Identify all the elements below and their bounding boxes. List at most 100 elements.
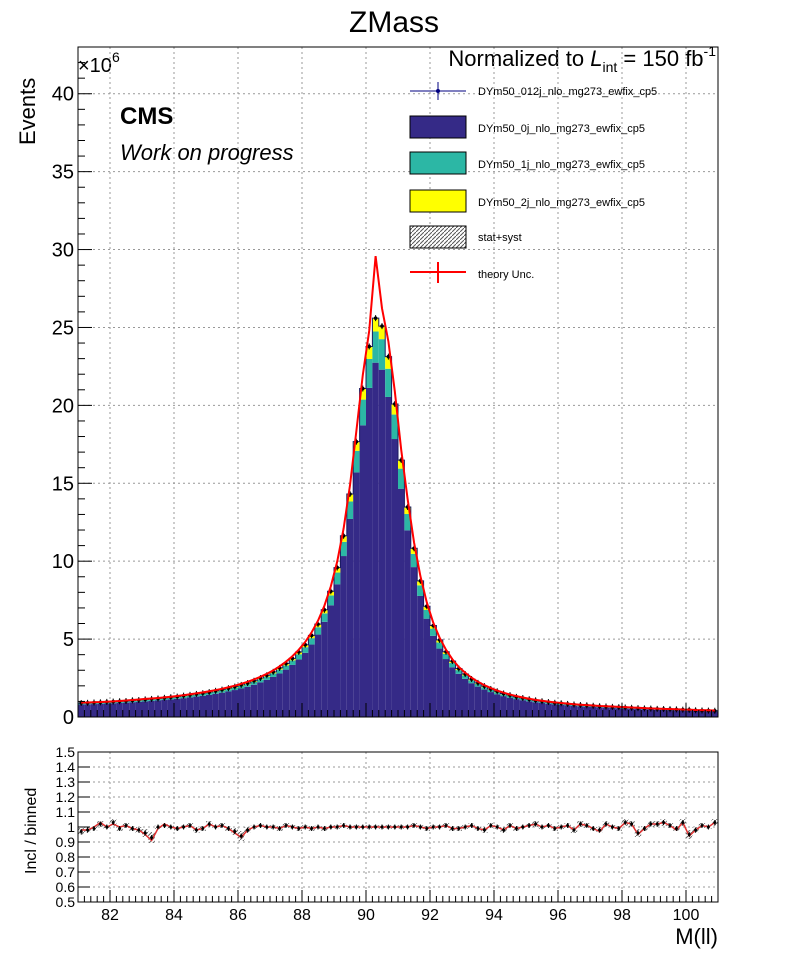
ratio-point: [553, 827, 557, 830]
ratio-point: [508, 824, 512, 827]
bar-1j: [263, 676, 270, 680]
bar-1j: [276, 669, 283, 674]
ratio-point: [527, 824, 531, 827]
ratio-point: [412, 824, 416, 827]
ratio-point: [470, 824, 474, 827]
bar-2j: [340, 535, 347, 542]
bar-1j: [366, 358, 373, 388]
bar-2j: [378, 326, 386, 340]
ratio-point: [239, 834, 243, 838]
bar-1j: [436, 642, 443, 649]
bar-0j: [289, 664, 296, 717]
ratio-point: [700, 824, 704, 827]
ratio-point: [162, 824, 166, 827]
bar-1j: [308, 638, 315, 645]
legend-label: theory Unc.: [478, 269, 534, 281]
ratio-point: [329, 825, 333, 829]
ratio-point: [354, 825, 358, 829]
ratio-point: [636, 831, 640, 835]
x-tick-label: 84: [165, 907, 183, 924]
ratio-point: [630, 822, 634, 826]
ratio-point: [207, 822, 211, 826]
ratio-point: [591, 827, 595, 830]
bar-1j: [334, 572, 341, 585]
ratio-point: [521, 825, 525, 829]
ratio-point: [214, 825, 218, 829]
bar-0j: [532, 702, 539, 717]
ratio-point: [322, 827, 326, 830]
bar-0j: [116, 702, 123, 717]
ratio-point: [169, 825, 173, 829]
bar-0j: [103, 703, 110, 717]
ratio-point: [98, 822, 102, 826]
ratio-point: [380, 825, 384, 829]
ratio-y-tick-label: 1.4: [56, 759, 76, 775]
legend-entry-012j: DYm50_012j_nlo_mg273_ewfix_cp5: [410, 82, 657, 100]
ratio-point: [361, 825, 365, 829]
ratio-y-tick-label: 0.7: [56, 864, 76, 880]
ratio-point: [258, 824, 262, 827]
y-tick-label: 40: [52, 84, 74, 106]
ratio-point: [201, 827, 205, 830]
cms-label: CMS: [120, 103, 173, 130]
bar-0j: [692, 710, 699, 717]
bar-0j: [321, 621, 328, 717]
bar-2j: [391, 403, 398, 415]
ratio-point: [393, 825, 397, 829]
ratio-point: [450, 827, 454, 830]
bar-2j: [353, 441, 360, 451]
bar-0j: [398, 488, 405, 717]
ratio-y-axis-title: Incl / binned: [23, 788, 40, 874]
bar-0j: [436, 648, 443, 717]
bar-1j: [442, 653, 450, 660]
x-tick-label: 92: [421, 907, 439, 924]
theory-curve: [81, 255, 715, 712]
ratio-point: [335, 825, 339, 829]
bar-0j: [135, 701, 142, 717]
ratio-point: [566, 824, 570, 827]
bar-0j: [148, 700, 155, 717]
legend-label: DYm50_2j_nlo_mg273_ewfix_cp5: [478, 197, 645, 209]
ratio-point: [194, 828, 198, 832]
ratio-point: [540, 825, 544, 829]
ratio-point: [226, 827, 230, 830]
bar-0j: [161, 700, 168, 717]
ratio-point: [495, 825, 499, 829]
bar-0j: [609, 707, 616, 717]
ratio-point: [284, 824, 288, 827]
bar-0j: [634, 709, 642, 717]
stacked-histogram: [78, 317, 718, 717]
bar-0j: [282, 669, 290, 717]
x-tick-label: 98: [613, 907, 631, 924]
bar-0j: [327, 605, 334, 717]
bar-0j: [474, 686, 482, 717]
bar-0j: [90, 704, 98, 717]
ratio-point: [316, 825, 320, 829]
bar-1j: [417, 585, 424, 596]
ratio-point: [367, 825, 371, 829]
bar-0j: [378, 369, 386, 717]
bar-1j: [378, 339, 386, 370]
ratio-point: [457, 827, 461, 830]
ratio-point: [649, 822, 653, 826]
bar-1j: [455, 670, 462, 674]
bar-0j: [154, 700, 162, 717]
bar-1j: [353, 450, 360, 473]
ratio-point: [444, 824, 448, 827]
ratio-point: [220, 824, 224, 827]
bar-0j: [263, 679, 270, 717]
bar-0j: [622, 708, 629, 717]
bar-0j: [558, 704, 565, 717]
cms-sublabel: Work on progress: [120, 140, 294, 165]
y-axis-title: Events: [15, 78, 40, 145]
bar-1j: [423, 609, 430, 619]
bar-0j: [212, 693, 219, 717]
bar-2j: [385, 356, 392, 369]
bar-0j: [238, 688, 245, 717]
ratio-point: [604, 822, 608, 826]
bar-0j: [167, 699, 174, 717]
bar-1j: [462, 675, 469, 679]
bar-0j: [199, 695, 206, 717]
ratio-point: [662, 821, 666, 824]
